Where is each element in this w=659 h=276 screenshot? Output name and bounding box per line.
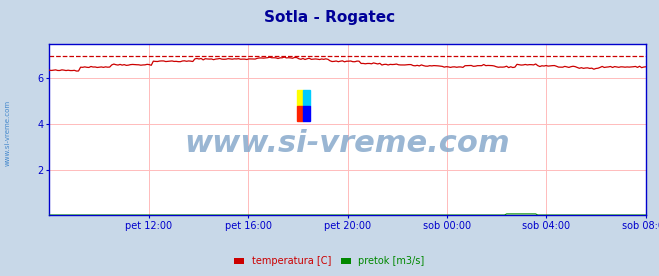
Bar: [304, 90, 310, 106]
Bar: [304, 106, 310, 121]
Text: Sotla - Rogatec: Sotla - Rogatec: [264, 10, 395, 25]
Bar: [297, 106, 304, 121]
Legend: temperatura [C], pretok [m3/s]: temperatura [C], pretok [m3/s]: [233, 254, 426, 268]
Text: www.si-vreme.com: www.si-vreme.com: [5, 99, 11, 166]
Bar: [297, 90, 304, 106]
Text: www.si-vreme.com: www.si-vreme.com: [185, 129, 511, 158]
